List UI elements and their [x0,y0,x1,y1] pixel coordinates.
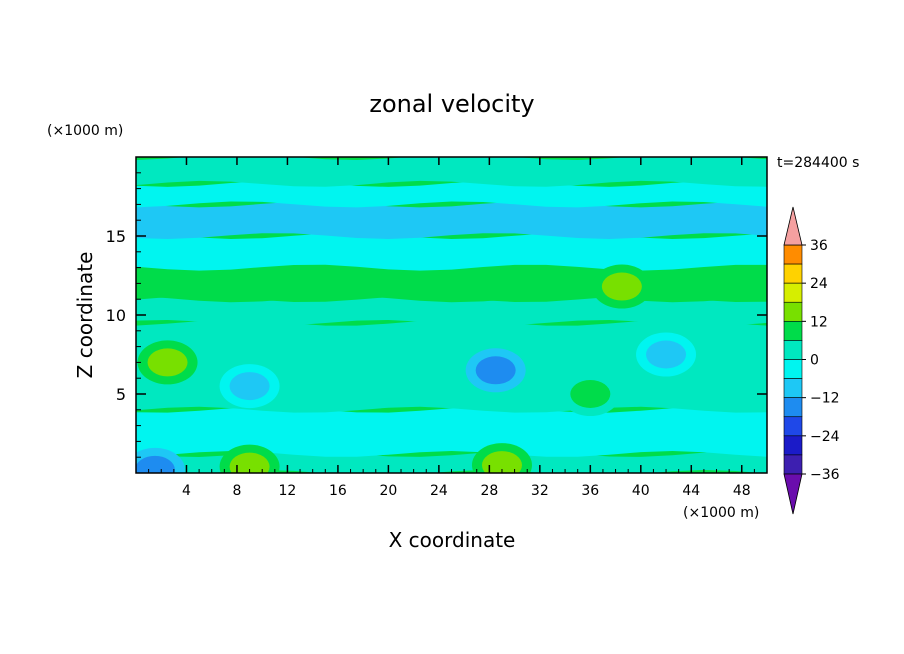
y-tick-label: 15 [106,227,126,246]
velocity-band [136,406,767,457]
colorbar-bin [783,378,803,398]
y-axis: 5 10 15 [106,172,767,458]
velocity-band [136,451,767,473]
colorbar-bin [783,359,803,379]
velocity-band [136,201,767,239]
x-axis-label: X coordinate [389,528,516,552]
colorbar-extend-min [783,473,803,515]
x-tick-label: 4 [182,483,191,499]
colorbar: 36 24 12 0 −12 −24 −36 [783,206,840,515]
colorbar-tick-label: −24 [810,429,840,445]
velocity-band [136,264,767,303]
velocity-feature [147,348,188,377]
x-tick-label: 40 [632,483,650,499]
colorbar-bin [783,301,803,322]
x-tick-label: 44 [682,483,700,499]
velocity-feature [601,272,642,301]
y-tick-label: 10 [106,306,126,325]
velocity-feature [646,340,687,369]
x-unit-label: (×1000 m) [683,505,759,521]
x-tick-label: 16 [329,483,347,499]
time-label: t=284400 s [777,155,859,171]
colorbar-bin [783,244,803,265]
colorbar-tick-label: −12 [810,391,840,407]
plot-area [136,157,767,473]
chart-title: zonal velocity [369,90,534,118]
colorbar-extend-max [783,206,803,246]
y-axis-label: Z coordinate [73,252,97,379]
x-tick-label: 28 [480,483,498,499]
colorbar-bin [783,340,803,360]
y-tick-label: 5 [116,385,126,404]
velocity-feature [229,452,270,473]
x-axis: 4 8 12 16 20 24 28 32 36 40 44 48 [148,157,755,499]
x-tick-label: 8 [232,483,241,499]
velocity-feature [570,380,611,408]
velocity-band [136,181,767,208]
colorbar-bin [783,263,803,284]
velocity-band [136,233,767,271]
x-tick-label: 36 [581,483,599,499]
y-unit-label: (×1000 m) [47,123,123,139]
colorbar-bin [783,397,803,418]
colorbar-tick-label: 0 [810,353,819,369]
colorbar-bin [783,282,803,303]
colorbar-bin [783,435,803,456]
colorbar-bin [783,416,803,437]
x-tick-label: 32 [531,483,549,499]
velocity-feature [481,451,522,473]
velocity-feature [229,372,270,401]
velocity-feature [475,356,516,385]
colorbar-bin [783,454,803,475]
colorbar-tick-label: 24 [810,276,828,292]
colorbar-bin [783,321,803,341]
velocity-feature [136,455,175,473]
colorbar-tick-label: 12 [810,314,828,330]
x-tick-label: 48 [733,483,751,499]
velocity-features [136,264,697,473]
x-tick-label: 12 [279,483,297,499]
x-tick-label: 24 [430,483,448,499]
x-tick-label: 20 [379,483,397,499]
colorbar-tick-label: −36 [810,467,840,483]
velocity-band [136,157,767,187]
colorbar-tick-label: 36 [810,238,828,254]
